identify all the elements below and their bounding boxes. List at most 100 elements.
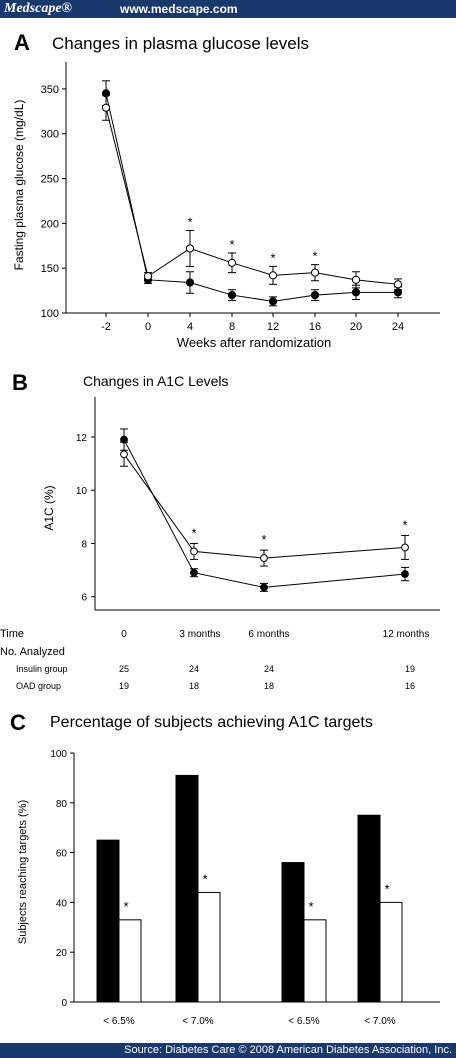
panel-b-point bbox=[401, 543, 409, 552]
panel-a-xtick-label: 4 bbox=[187, 321, 193, 333]
panel-b-table-cell: 16 bbox=[405, 681, 415, 691]
panel-c-title: Percentage of subjects achieving A1C tar… bbox=[50, 714, 373, 731]
panel-a-point bbox=[101, 103, 111, 112]
panel-a-xtick-label: 24 bbox=[392, 321, 404, 333]
panel-b-significance: * bbox=[191, 525, 196, 540]
panel-a-xtick-label: 12 bbox=[267, 321, 279, 333]
panel-b-letter: B bbox=[12, 370, 28, 395]
panel-b-table-cell: 25 bbox=[119, 664, 129, 674]
panel-a-ytick-label: 200 bbox=[41, 218, 59, 230]
panel-b-table-cell: 18 bbox=[264, 681, 274, 691]
panel-c-category-label: < 7.0% bbox=[364, 1016, 396, 1027]
panel-a-series-line bbox=[105, 93, 398, 302]
panel-c-bar-black bbox=[175, 774, 199, 1003]
panel-c-ytick-label: 40 bbox=[56, 898, 68, 909]
panel-a-point bbox=[268, 297, 278, 306]
figure-canvas: A Changes in plasma glucose levels 10015… bbox=[0, 30, 440, 1027]
panel-b-significance: * bbox=[402, 517, 407, 532]
panel-a-significance: * bbox=[312, 249, 317, 264]
panel-a-point bbox=[227, 258, 237, 267]
panel-b-xtick-label: 6 months bbox=[248, 629, 289, 640]
panel-a-point bbox=[185, 244, 195, 253]
source-credit: Source: Diabetes Care © 2008 American Di… bbox=[124, 1044, 452, 1056]
panel-a-point bbox=[351, 275, 361, 284]
panel-b-table: Insulin group 25 24 24 19 OAD group 19 18 18 16 bbox=[16, 664, 415, 691]
panel-a-xtick-label: 0 bbox=[145, 321, 151, 333]
panel-a-plot: 100 150 200 250 300 350 -2 0 4 8 12 16 20 24 * * * * bbox=[41, 62, 440, 333]
panel-b-xtick-label: 12 months bbox=[383, 629, 430, 640]
panel-a-point bbox=[310, 268, 320, 277]
panel-c-ytick-label: 80 bbox=[56, 799, 68, 810]
panel-c-bar-white bbox=[303, 919, 327, 1003]
panel-c-category-label: < 6.5% bbox=[288, 1016, 320, 1027]
panel-a-letter: A bbox=[14, 30, 30, 55]
panel-c-plot: 0 20 40 60 80 100 * < 6.5% * < 7.0% * < 6.5% * < 7.0%… bbox=[50, 749, 440, 1027]
panel-c-ytick-label: 100 bbox=[50, 749, 67, 760]
panel-a-point bbox=[268, 271, 278, 280]
panel-a-xtick-label: 20 bbox=[350, 321, 362, 333]
panel-c-bar-black bbox=[357, 814, 381, 1003]
panel-c-category-label: < 6.5% bbox=[103, 1016, 135, 1027]
panel-b-ytick-label: 12 bbox=[76, 433, 88, 444]
panel-c-bar-black bbox=[281, 862, 305, 1003]
panel-c-letter: C bbox=[10, 710, 26, 735]
panel-c-bar-white bbox=[379, 901, 403, 1003]
panel-b-table-row-label: Insulin group bbox=[16, 664, 68, 674]
panel-c-ytick-label: 20 bbox=[56, 948, 68, 959]
panel-a-ylabel: Fasting plasma glucose (mg/dL) bbox=[12, 100, 26, 271]
panel-a-ytick-label: 250 bbox=[41, 174, 59, 186]
panel-b-ylabel: A1C (%) bbox=[42, 485, 56, 530]
panel-b-table-title: No. Analyzed bbox=[0, 646, 65, 658]
site-url[interactable]: www.medscape.com bbox=[120, 2, 238, 16]
panel-a-point bbox=[185, 278, 195, 287]
panel-c-significance: * bbox=[123, 899, 128, 914]
panel-a-point bbox=[393, 288, 403, 297]
panel-b-table-cell: 24 bbox=[189, 664, 199, 674]
panel-b-table-cell: 24 bbox=[264, 664, 274, 674]
panel-c-significance: * bbox=[202, 871, 207, 886]
panel-b-ytick-label: 6 bbox=[81, 593, 87, 604]
header-bar: Medscape® www.medscape.com bbox=[0, 0, 456, 18]
brand-logo[interactable]: Medscape® bbox=[4, 1, 72, 16]
panel-a-significance: * bbox=[187, 215, 192, 230]
panel-b: B Changes in A1C Levels 6 8 10 12 0 3 months 6… bbox=[0, 370, 440, 691]
panel-a-point bbox=[310, 290, 320, 300]
panel-a-significance: * bbox=[229, 237, 234, 252]
panel-b-point bbox=[190, 547, 198, 556]
panel-b-series-line bbox=[123, 439, 406, 588]
panel-a-point bbox=[351, 288, 361, 297]
panel-b-xtick-label: 0 bbox=[121, 629, 127, 640]
panel-c-bar-white bbox=[118, 919, 142, 1003]
panel-a-series-line bbox=[105, 107, 399, 285]
panel-b-plot: 6 8 10 12 0 3 months 6 months 12 months * * * bbox=[76, 397, 440, 640]
panel-a-title: Changes in plasma glucose levels bbox=[52, 34, 309, 53]
panel-a-point bbox=[393, 280, 403, 289]
footer-bar: Source: Diabetes Care © 2008 American Di… bbox=[0, 1043, 456, 1058]
panel-b-point bbox=[260, 583, 268, 592]
panel-a-xtick-label: -2 bbox=[101, 321, 111, 333]
panel-a-point bbox=[101, 89, 111, 98]
panel-b-ytick-label: 10 bbox=[76, 486, 88, 497]
panel-a-ytick-label: 150 bbox=[41, 263, 59, 275]
panel-a-significance: * bbox=[270, 250, 275, 265]
panel-b-xtick-label: 3 months bbox=[179, 629, 220, 640]
panel-a-xtick-label: 8 bbox=[229, 321, 235, 333]
panel-b-ytick-label: 8 bbox=[81, 539, 87, 550]
panel-c-category-label: < 7.0% bbox=[182, 1016, 214, 1027]
panel-b-time-label: Time bbox=[0, 628, 24, 640]
panel-a-ytick-label: 350 bbox=[41, 84, 59, 96]
panel-c-significance: * bbox=[308, 899, 313, 914]
panel-a-point bbox=[143, 272, 153, 281]
panel-c-ylabel: Subjects reaching targets (%) bbox=[17, 800, 29, 944]
panel-b-table-cell: 19 bbox=[119, 681, 129, 691]
panel-b-series-line bbox=[123, 453, 406, 559]
panel-c-ytick-label: 0 bbox=[61, 998, 67, 1009]
panel-a-ytick-label: 100 bbox=[41, 308, 59, 320]
panel-b-table-row-label: OAD group bbox=[16, 681, 61, 691]
panel-a: A Changes in plasma glucose levels 100 15… bbox=[12, 30, 440, 350]
panel-b-point bbox=[120, 450, 128, 459]
panel-b-title: Changes in A1C Levels bbox=[83, 373, 229, 389]
panel-b-point bbox=[401, 570, 409, 578]
panel-b-point bbox=[260, 554, 268, 562]
